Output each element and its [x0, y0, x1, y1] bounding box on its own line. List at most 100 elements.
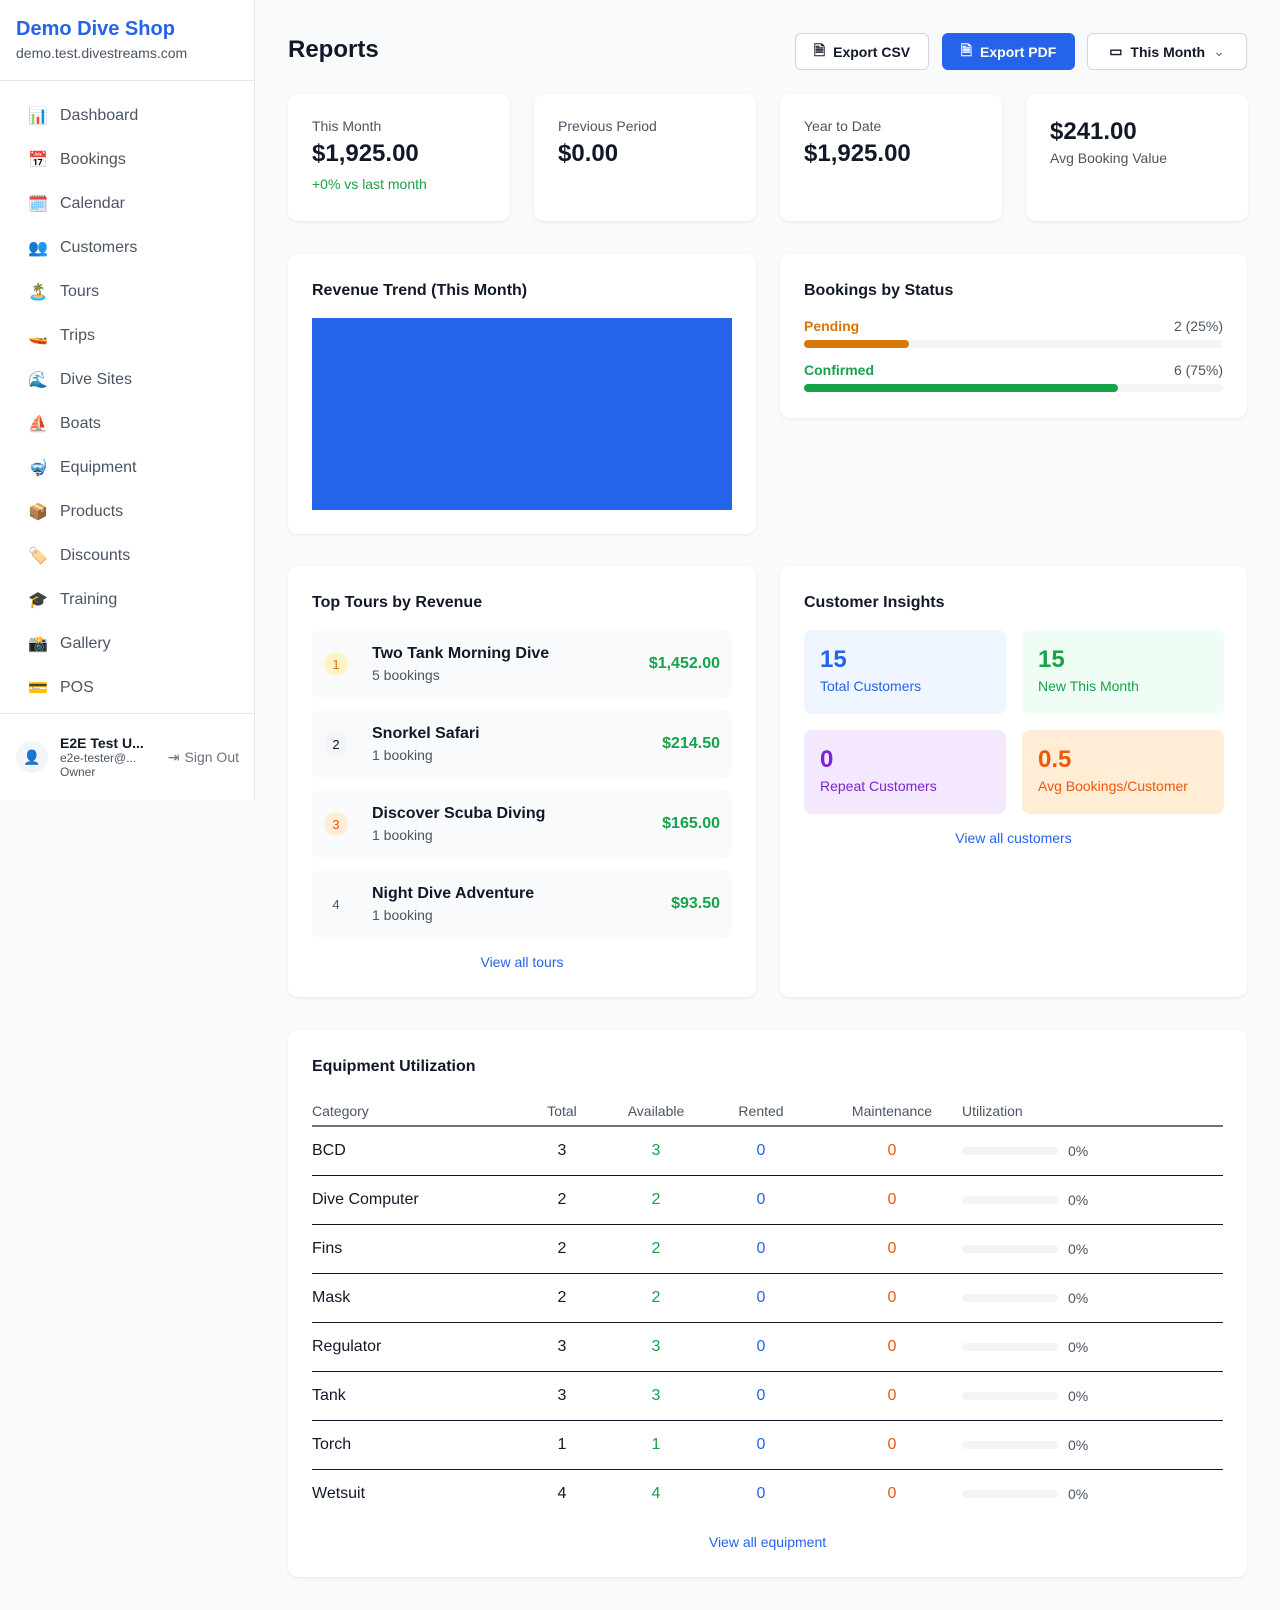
table-cell: 0	[700, 1273, 822, 1323]
sidebar-item-tours[interactable]: 🏝️ Tours	[0, 270, 254, 314]
export-csv-button[interactable]: 🗎 Export CSV	[795, 33, 929, 70]
column-header: Category	[312, 1096, 512, 1127]
sidebar-item-gallery[interactable]: 📸 Gallery	[0, 622, 254, 666]
user-name: E2E Test U...	[60, 735, 144, 751]
trips-icon: 🚤	[28, 328, 48, 345]
sign-out-label: Sign Out	[184, 749, 239, 765]
equipment-card: Equipment Utilization Category Total Avail…	[288, 1030, 1247, 1577]
utilization-cell: 0%	[962, 1175, 1223, 1225]
view-all-tours-link[interactable]: View all tours	[480, 954, 564, 970]
tour-rank: 4	[332, 896, 340, 912]
utilization-value: 0%	[1068, 1387, 1089, 1404]
user-role: Owner	[60, 765, 96, 779]
tour-item[interactable]: 4 Night Dive Adventure 1 booking $93.50	[312, 870, 732, 938]
sidebar-item-calendar[interactable]: 🗓️ Calendar	[0, 182, 254, 226]
sidebar-item-label: Tours	[60, 283, 100, 300]
sidebar-item-label: Training	[60, 591, 118, 608]
top-tours-card: Top Tours by Revenue 1 Two Tank Morning D…	[288, 566, 756, 997]
view-all-customers-link[interactable]: View all customers	[955, 830, 1072, 846]
equipment-table: Category Total Available Rented Maintenance U…	[312, 1096, 1223, 1518]
sidebar-item-training[interactable]: 🎓 Training	[0, 578, 254, 622]
insight-value: 0.5	[1038, 746, 1072, 773]
period-value: This Month	[1130, 43, 1206, 60]
table-cell: 0	[700, 1371, 822, 1421]
tour-item[interactable]: 1 Two Tank Morning Dive 5 bookings $1,452.0…	[312, 630, 732, 698]
user-panel: 👤 E2E Test U... e2e-tester@... Owner ⇥ Si…	[0, 713, 255, 800]
utilization-bar	[962, 1293, 1058, 1302]
table-cell: 2	[612, 1224, 700, 1274]
tour-item[interactable]: 3 Discover Scuba Diving 1 booking $165.00	[312, 790, 732, 858]
table-cell: 3	[612, 1322, 700, 1372]
table-cell: 3	[612, 1126, 700, 1176]
stat-label: Previous Period	[558, 118, 657, 134]
chevron-down-icon: ⌄	[1213, 43, 1225, 59]
status-count: 2 (25%)	[1173, 318, 1223, 334]
tour-item[interactable]: 2 Snorkel Safari 1 booking $214.50	[312, 710, 732, 778]
tour-revenue: $165.00	[662, 815, 720, 832]
stat-value: $0.00	[558, 140, 619, 167]
utilization-cell: 0%	[962, 1469, 1223, 1518]
utilization-value: 0%	[1068, 1142, 1089, 1159]
tour-rank: 2	[324, 732, 348, 756]
equipment-icon: 🤿	[28, 460, 48, 477]
export-pdf-label: Export PDF	[980, 43, 1057, 60]
export-csv-label: Export CSV	[833, 43, 911, 60]
table-cell: Mask	[312, 1273, 512, 1323]
sidebar-item-label: Calendar	[60, 195, 125, 212]
table-cell: Torch	[312, 1420, 512, 1470]
tours-icon: 🏝️	[28, 284, 48, 301]
table-cell: 3	[612, 1371, 700, 1421]
sidebar-item-bookings[interactable]: 📅 Bookings	[0, 138, 254, 182]
table-cell: 0	[822, 1273, 962, 1323]
table-cell: 0	[822, 1371, 962, 1421]
sidebar-item-label: Bookings	[60, 151, 126, 168]
tour-name: Snorkel Safari	[372, 725, 480, 742]
sidebar-item-label: POS	[60, 679, 94, 696]
tour-bookings: 1 booking	[372, 747, 433, 763]
file-download-icon: 🗎	[813, 41, 826, 58]
insight-label: New This Month	[1038, 678, 1139, 694]
sidebar-item-discounts[interactable]: 🏷️ Discounts	[0, 534, 254, 578]
dashboard-icon: 📊	[28, 108, 48, 125]
insight-label: Total Customers	[820, 678, 922, 694]
status-row: Confirmed 6 (75%)	[804, 362, 1223, 392]
stat-label: Avg Booking Value	[1050, 150, 1168, 166]
sidebar-item-boats[interactable]: ⛵ Boats	[0, 402, 254, 446]
sidebar-item-label: Equipment	[60, 459, 137, 476]
stat-label: This Month	[312, 118, 382, 134]
utilization-cell: 0%	[962, 1322, 1223, 1372]
utilization-cell: 0%	[962, 1126, 1223, 1176]
table-row: Dive Computer 2 2 0 0 0%	[312, 1175, 1223, 1225]
sidebar-item-products[interactable]: 📦 Products	[0, 490, 254, 534]
utilization-value: 0%	[1068, 1436, 1089, 1453]
sidebar-item-trips[interactable]: 🚤 Trips	[0, 314, 254, 358]
sidebar-item-label: Dashboard	[60, 107, 139, 124]
revenue-trend-card: Revenue Trend (This Month)	[288, 254, 756, 534]
sidebar-item-pos[interactable]: 💳 POS	[0, 666, 254, 710]
sidebar-item-equipment[interactable]: 🤿 Equipment	[0, 446, 254, 490]
status-row: Pending 2 (25%)	[804, 318, 1223, 348]
card-title: Equipment Utilization	[312, 1058, 476, 1075]
insight-value: 15	[1038, 646, 1065, 673]
table-cell: 1	[512, 1420, 612, 1470]
table-row: BCD 3 3 0 0 0%	[312, 1126, 1223, 1176]
table-cell: 0	[822, 1322, 962, 1372]
period-select[interactable]: ▭ This Month ⌄	[1087, 33, 1247, 70]
view-all-equipment-link[interactable]: View all equipment	[708, 1534, 827, 1550]
insight-label: Repeat Customers	[820, 778, 937, 794]
sidebar-item-dive-sites[interactable]: 🌊 Dive Sites	[0, 358, 254, 402]
insight-tile: 0.5 Avg Bookings/Customer	[1022, 730, 1224, 814]
sidebar-item-dashboard[interactable]: 📊 Dashboard	[0, 94, 254, 138]
sidebar-item-label: Dive Sites	[60, 371, 133, 388]
sidebar-item-label: Discounts	[60, 547, 131, 564]
table-cell: 2	[512, 1175, 612, 1225]
card-title: Revenue Trend (This Month)	[312, 282, 528, 299]
utilization-bar	[962, 1440, 1058, 1449]
export-pdf-button[interactable]: 🗎 Export PDF	[942, 33, 1075, 70]
insight-tile: 0 Repeat Customers	[804, 730, 1006, 814]
table-cell: 0	[700, 1175, 822, 1225]
tour-bookings: 5 bookings	[372, 667, 440, 683]
revenue-trend-chart	[312, 318, 732, 510]
sign-out-button[interactable]: ⇥ Sign Out	[168, 749, 239, 766]
sidebar-item-customers[interactable]: 👥 Customers	[0, 226, 254, 270]
